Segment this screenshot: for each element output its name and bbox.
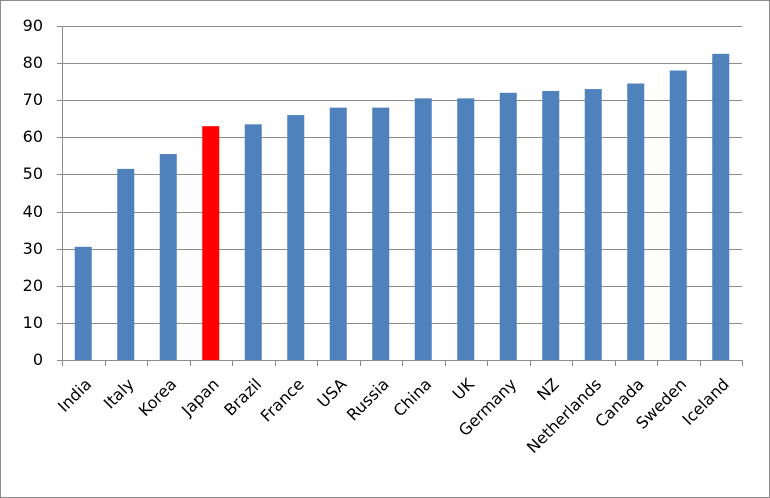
bar xyxy=(542,90,560,360)
bar xyxy=(202,126,220,360)
bar xyxy=(584,89,602,360)
y-tick-label: 0 xyxy=(33,350,43,369)
y-tick-label: 20 xyxy=(23,276,43,295)
y-tick-label: 10 xyxy=(23,313,43,332)
bar xyxy=(159,154,177,360)
bar xyxy=(414,98,432,360)
bar xyxy=(117,168,135,360)
y-tick-label: 50 xyxy=(23,164,43,183)
bar xyxy=(712,53,730,360)
bar xyxy=(287,115,305,360)
y-tick-label: 60 xyxy=(23,127,43,146)
y-tick-label: 30 xyxy=(23,239,43,258)
bar xyxy=(372,107,390,361)
bar xyxy=(669,70,687,361)
bar xyxy=(457,98,475,360)
bar xyxy=(74,246,92,360)
bar xyxy=(499,92,517,361)
y-tick-label: 90 xyxy=(23,16,43,35)
y-tick-label: 40 xyxy=(23,202,43,221)
bar xyxy=(244,124,262,360)
y-tick-label: 70 xyxy=(23,90,43,109)
y-tick-label: 80 xyxy=(23,53,43,72)
bar xyxy=(329,107,347,361)
bar xyxy=(627,83,645,361)
